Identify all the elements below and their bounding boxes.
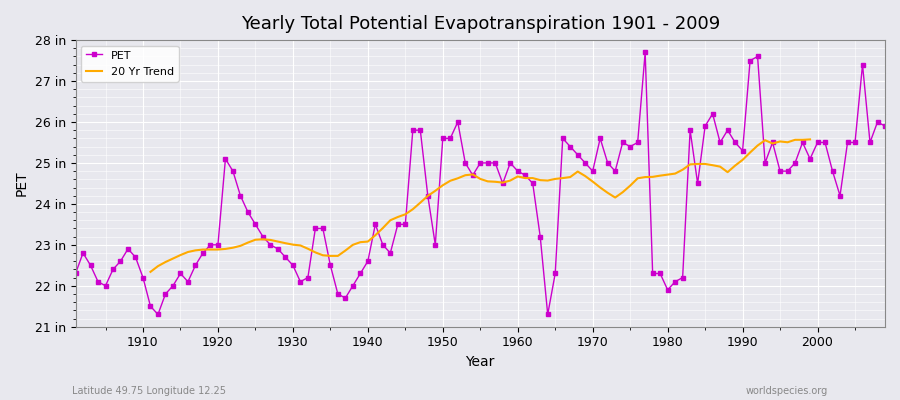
PET bbox=[520, 173, 531, 178]
20 Yr Trend bbox=[482, 179, 493, 184]
Text: Latitude 49.75 Longitude 12.25: Latitude 49.75 Longitude 12.25 bbox=[72, 386, 226, 396]
20 Yr Trend bbox=[730, 163, 741, 168]
PET bbox=[153, 312, 164, 317]
20 Yr Trend bbox=[400, 212, 410, 217]
Legend: PET, 20 Yr Trend: PET, 20 Yr Trend bbox=[81, 46, 179, 82]
Line: PET: PET bbox=[74, 51, 886, 316]
PET bbox=[302, 275, 313, 280]
Line: 20 Yr Trend: 20 Yr Trend bbox=[150, 140, 810, 272]
PET bbox=[130, 255, 141, 260]
PET bbox=[879, 124, 890, 128]
20 Yr Trend bbox=[212, 247, 223, 252]
Text: worldspecies.org: worldspecies.org bbox=[746, 386, 828, 396]
X-axis label: Year: Year bbox=[465, 355, 495, 369]
Title: Yearly Total Potential Evapotranspiration 1901 - 2009: Yearly Total Potential Evapotranspiratio… bbox=[240, 15, 720, 33]
20 Yr Trend bbox=[145, 270, 156, 274]
PET bbox=[512, 169, 523, 174]
20 Yr Trend bbox=[228, 245, 238, 250]
20 Yr Trend bbox=[805, 137, 815, 142]
PET bbox=[640, 50, 651, 55]
PET bbox=[70, 271, 81, 276]
Y-axis label: PET: PET bbox=[15, 171, 29, 196]
PET bbox=[347, 283, 358, 288]
PET bbox=[610, 169, 621, 174]
20 Yr Trend bbox=[280, 241, 291, 246]
